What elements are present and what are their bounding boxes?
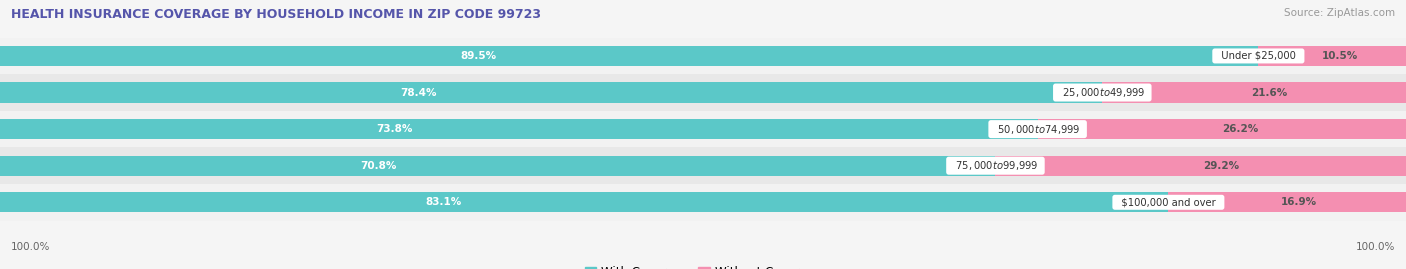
Bar: [0, 119, 1038, 139]
Text: 83.1%: 83.1%: [426, 197, 463, 207]
Bar: [0, 46, 1258, 66]
Text: 16.9%: 16.9%: [1281, 197, 1317, 207]
Bar: [0, 38, 1406, 74]
Text: 21.6%: 21.6%: [1251, 87, 1288, 98]
Text: $100,000 and over: $100,000 and over: [1115, 197, 1222, 207]
Bar: [995, 156, 1406, 176]
Bar: [0, 147, 1406, 184]
Text: 26.2%: 26.2%: [1222, 124, 1258, 134]
Bar: [0, 184, 1406, 221]
Text: 78.4%: 78.4%: [401, 87, 437, 98]
Bar: [0, 156, 995, 176]
Text: 73.8%: 73.8%: [377, 124, 412, 134]
Text: Source: ZipAtlas.com: Source: ZipAtlas.com: [1284, 8, 1395, 18]
Text: Under $25,000: Under $25,000: [1215, 51, 1302, 61]
Text: 10.5%: 10.5%: [1322, 51, 1358, 61]
Bar: [1168, 192, 1406, 212]
Text: 29.2%: 29.2%: [1204, 161, 1239, 171]
Bar: [1038, 119, 1406, 139]
Text: 100.0%: 100.0%: [1355, 242, 1395, 253]
Bar: [0, 74, 1406, 111]
Text: HEALTH INSURANCE COVERAGE BY HOUSEHOLD INCOME IN ZIP CODE 99723: HEALTH INSURANCE COVERAGE BY HOUSEHOLD I…: [11, 8, 541, 21]
Text: 89.5%: 89.5%: [460, 51, 496, 61]
Text: 100.0%: 100.0%: [11, 242, 51, 253]
Text: $25,000 to $49,999: $25,000 to $49,999: [1056, 86, 1149, 99]
Bar: [1258, 46, 1406, 66]
Text: 70.8%: 70.8%: [360, 161, 396, 171]
Legend: With Coverage, Without Coverage: With Coverage, Without Coverage: [579, 262, 827, 269]
Text: $75,000 to $99,999: $75,000 to $99,999: [949, 159, 1042, 172]
Bar: [0, 111, 1406, 147]
Bar: [0, 83, 1102, 102]
Bar: [0, 192, 1168, 212]
Bar: [1102, 83, 1406, 102]
Text: $50,000 to $74,999: $50,000 to $74,999: [991, 123, 1084, 136]
